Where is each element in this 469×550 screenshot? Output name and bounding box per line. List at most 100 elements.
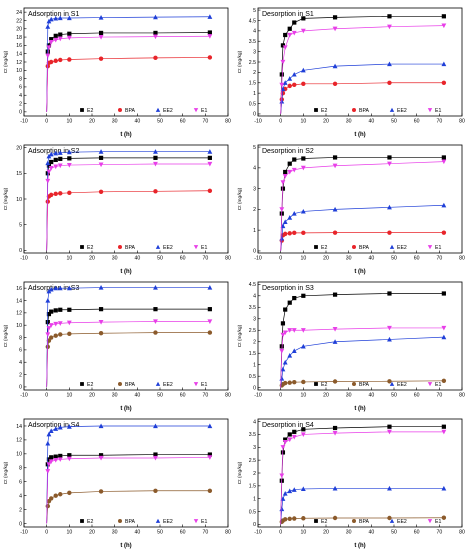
legend-label-e1: E1 [201, 245, 207, 251]
fit-curve-e2 [280, 426, 444, 525]
panel-title: Desorption in S2 [262, 148, 314, 155]
legend-label-e1: E1 [435, 108, 441, 114]
data-point-ee2 [280, 496, 286, 501]
data-point-ee2 [57, 285, 63, 291]
fit-curve-bpa [46, 57, 210, 112]
legend-label-bpa: BPA [359, 245, 370, 251]
y-tick-label: 14 [16, 298, 22, 304]
legend-label-e2: E2 [321, 519, 327, 525]
data-point-e1 [282, 174, 288, 179]
x-tick-label: 80 [459, 393, 465, 399]
data-point-ee2 [66, 424, 72, 429]
y-tick-label: 22 [16, 18, 22, 24]
data-point-e2 [153, 452, 158, 457]
data-point-ee2 [280, 223, 286, 229]
fit-curve-ee2 [280, 488, 444, 525]
data-point-e2 [441, 14, 446, 19]
data-point-bpa [287, 83, 292, 89]
fit-curve-bpa [46, 490, 210, 524]
data-point-e1 [332, 327, 338, 332]
data-point-e1 [300, 328, 306, 333]
data-point-e2 [67, 453, 72, 458]
series-ee2 [279, 334, 447, 388]
data-point-ee2 [46, 431, 52, 437]
data-point-bpa [301, 379, 306, 385]
data-point-e2 [53, 157, 58, 163]
panel-title: Adsorption in S1 [28, 11, 79, 18]
plot-frame [23, 281, 229, 391]
data-point-ee2 [66, 15, 72, 21]
x-tick-label: 30 [112, 119, 118, 125]
data-point-e2 [441, 155, 446, 160]
y-tick-label: 4 [253, 419, 256, 425]
data-point-ee2 [45, 24, 51, 29]
x-tick-label: 10 [66, 119, 72, 125]
data-point-bpa [332, 81, 338, 87]
fit-curve-e2 [46, 157, 210, 251]
x-tick-label: 0 [279, 256, 282, 262]
x-tick-label: 60 [414, 393, 420, 399]
data-point-ee2 [98, 285, 104, 290]
data-point-e1 [291, 328, 297, 333]
legend-label-e2: E2 [321, 108, 327, 114]
panel-title: Desorption in S3 [262, 285, 314, 292]
data-point-e2 [49, 159, 54, 165]
x-tick-label: 80 [459, 119, 465, 125]
y-tick-label: 6 [19, 348, 22, 354]
fit-curve-bpa [46, 190, 210, 251]
data-point-e2 [46, 163, 52, 168]
data-point-e1 [441, 325, 447, 331]
data-point-bpa [48, 496, 54, 501]
x-tick-label: 0 [279, 393, 282, 399]
x-tick-label: 10 [300, 530, 306, 536]
data-point-e1 [153, 455, 158, 461]
y-tick-label: 3 [253, 445, 256, 451]
x-tick-label: 70 [202, 119, 208, 125]
y-tick-label: 20 [16, 27, 22, 33]
data-point-e2 [53, 454, 58, 459]
legend-marker-ee2 [389, 107, 395, 112]
data-point-e2 [67, 31, 72, 36]
data-point-ee2 [48, 16, 54, 22]
legend-label-bpa: BPA [359, 519, 370, 525]
y-tick-label: 1 [253, 228, 256, 234]
y-tick-label: 18 [16, 35, 22, 41]
y-tick-label: 4.5 [249, 282, 256, 288]
y-tick-label: 0 [19, 248, 22, 254]
data-point-e1 [441, 23, 447, 29]
legend-marker-bpa [352, 108, 356, 112]
fit-curve-e1 [46, 35, 210, 112]
data-point-e2 [58, 307, 63, 312]
legend-label-e2: E2 [87, 382, 93, 388]
y-tick-label: 10 [16, 197, 22, 203]
data-point-ee2 [387, 485, 392, 491]
data-point-e2 [283, 32, 288, 38]
chart-panel-6: -10 0 10 20 30 40 50 60 70 8000.511.522.533.544.5… [237, 281, 465, 412]
data-point-e1 [66, 320, 72, 326]
data-point-e1 [98, 34, 104, 40]
data-point-e1 [280, 445, 286, 450]
y-tick-label: 5 [253, 145, 256, 151]
data-point-ee2 [282, 359, 288, 365]
legend-marker-bpa [118, 245, 122, 249]
data-point-e2 [441, 424, 446, 429]
data-point-ee2 [441, 202, 447, 208]
x-tick-label: 40 [368, 393, 374, 399]
x-tick-label: 0 [279, 530, 282, 536]
y-tick-label: 8 [19, 335, 22, 341]
legend-marker-e2 [80, 245, 84, 249]
series-e2 [279, 424, 446, 525]
data-point-ee2 [441, 61, 447, 67]
data-point-bpa [332, 230, 338, 235]
data-point-e2 [207, 452, 212, 457]
y-tick-label: 24 [16, 10, 22, 16]
y-tick-label: 14 [16, 51, 22, 57]
y-tick-label: 12 [16, 438, 22, 444]
series-e1 [279, 325, 447, 388]
data-point-e1 [287, 437, 293, 443]
legend-marker-ee2 [155, 381, 161, 386]
fit-curve-ee2 [46, 151, 210, 251]
data-point-e2 [301, 293, 306, 298]
